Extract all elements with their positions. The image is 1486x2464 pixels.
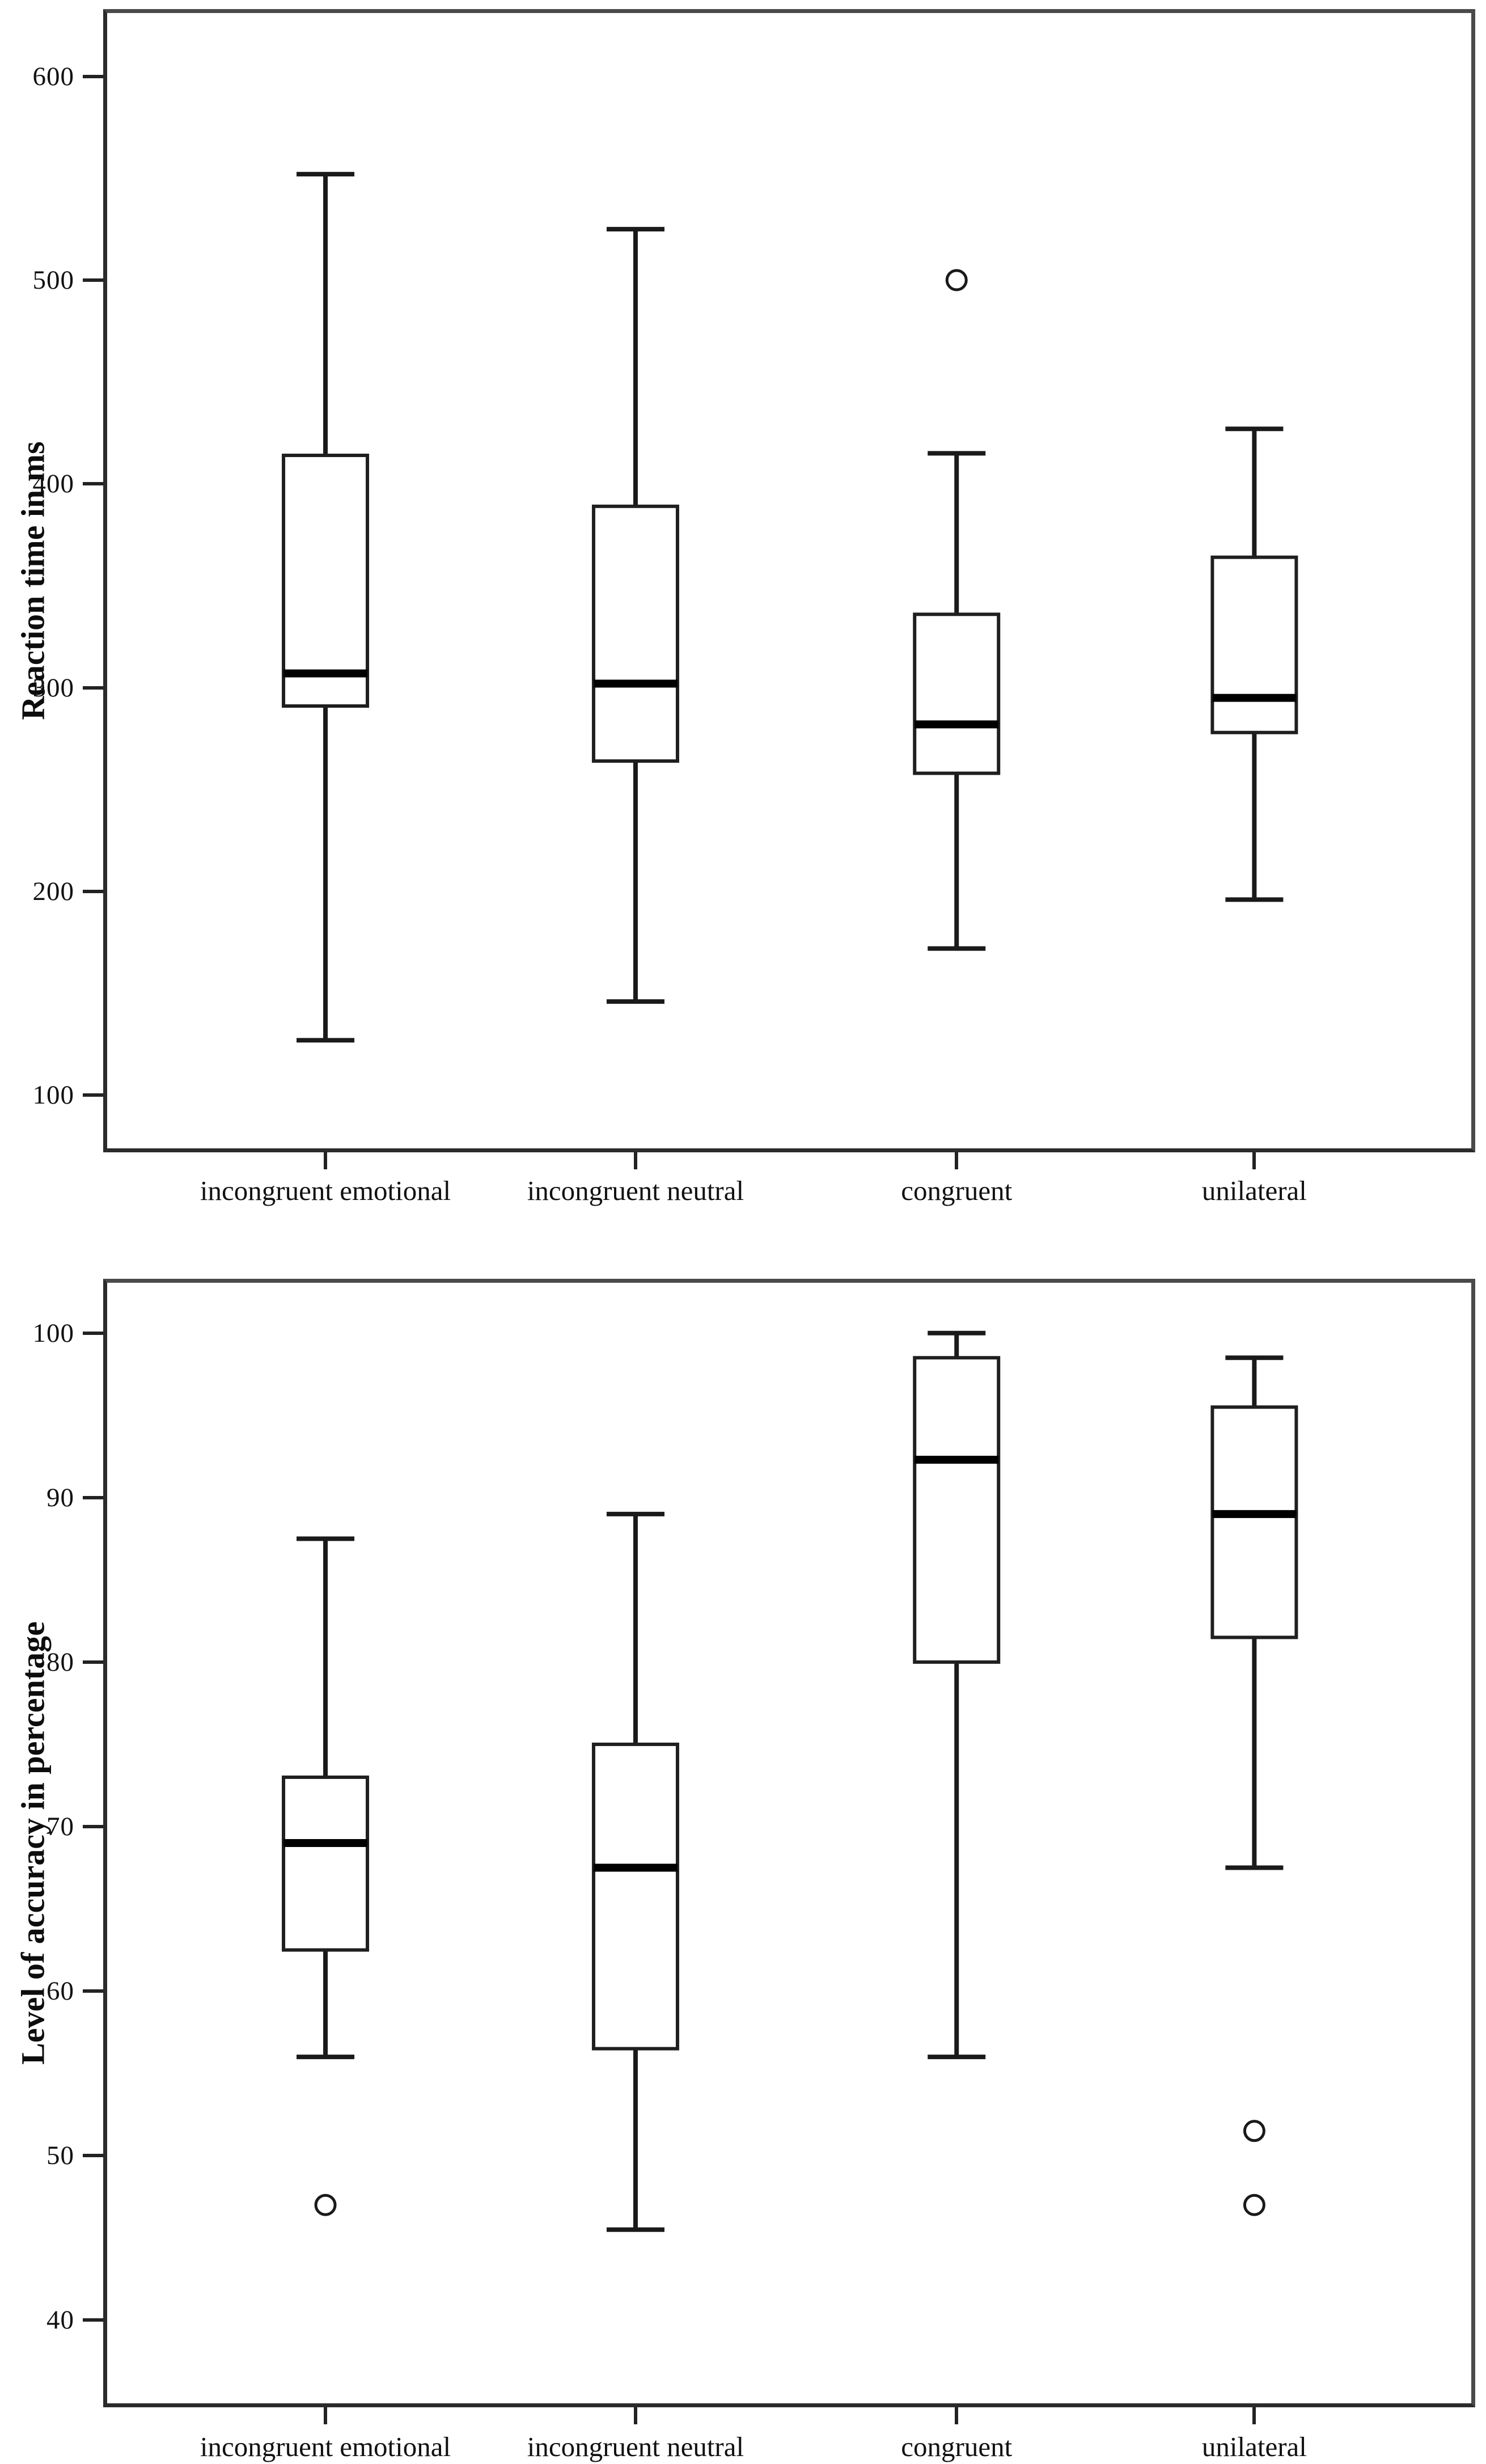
box-group-1 <box>282 1536 370 2216</box>
category-tick <box>324 2407 328 2424</box>
box-group-2 <box>591 227 679 1004</box>
box-group-2 <box>591 1511 679 2232</box>
category-tick <box>633 1152 637 1169</box>
y-axis-tick <box>83 1824 103 1828</box>
iqr-box <box>282 453 370 708</box>
reaction-time-plot-area <box>282 172 1298 1043</box>
box-group-4 <box>1210 426 1298 902</box>
y-axis-tick <box>83 74 103 78</box>
category-label: incongruent emotional <box>200 2431 451 2462</box>
y-axis-tick <box>83 2154 103 2158</box>
outlier-point <box>314 2193 337 2216</box>
y-tick-label: 600 <box>32 61 74 91</box>
category-tick <box>955 1152 959 1169</box>
y-tick-label: 40 <box>46 2305 74 2335</box>
iqr-box <box>913 612 1001 775</box>
y-tick-label: 100 <box>32 1318 74 1348</box>
y-tick-label: 90 <box>46 1482 74 1512</box>
y-tick-label: 70 <box>46 1811 74 1841</box>
y-axis-tick <box>83 278 103 282</box>
category-tick <box>324 1152 328 1169</box>
category-tick <box>955 2407 959 2424</box>
category-label: incongruent emotional <box>200 1175 451 1206</box>
y-tick-label: 200 <box>32 877 74 907</box>
y-axis-tick <box>83 1989 103 1993</box>
y-axis-tick <box>83 1093 103 1097</box>
iqr-box <box>1210 1405 1298 1639</box>
category-label: congruent <box>901 1175 1013 1206</box>
iqr-box <box>282 1775 370 1952</box>
category-label: unilateral <box>1201 1175 1307 1206</box>
y-axis-tick <box>83 1660 103 1664</box>
outlier-point <box>1243 2120 1265 2142</box>
box-group-4 <box>1210 1355 1298 2216</box>
y-tick-label: 100 <box>32 1080 74 1110</box>
iqr-box <box>591 1742 679 2051</box>
category-tick <box>633 2407 637 2424</box>
category-label: congruent <box>901 2431 1013 2462</box>
category-label: incongruent neutral <box>527 1175 744 1206</box>
iqr-box <box>591 504 679 763</box>
y-axis-tick <box>83 686 103 690</box>
iqr-box <box>1210 555 1298 734</box>
category-label: incongruent neutral <box>527 2431 744 2462</box>
y-axis-tick <box>83 1331 103 1335</box>
y-axis-tick <box>83 482 103 486</box>
y-axis-tick <box>83 2318 103 2322</box>
y-tick-label: 300 <box>32 673 74 703</box>
y-axis-tick <box>83 1495 103 1499</box>
box-group-3 <box>913 1330 1001 2060</box>
category-tick <box>1252 1152 1256 1169</box>
accuracy-plot-area <box>282 1330 1298 2232</box>
y-tick-label: 500 <box>32 265 74 295</box>
category-label: unilateral <box>1201 2431 1307 2462</box>
y-tick-label: 60 <box>46 1976 74 2006</box>
iqr-box <box>913 1356 1001 1664</box>
box-group-3 <box>913 269 1001 951</box>
box-group-1 <box>282 172 370 1043</box>
y-tick-label: 400 <box>32 469 74 499</box>
y-tick-label: 50 <box>46 2141 74 2171</box>
y-axis-tick <box>83 890 103 894</box>
y-tick-label: 80 <box>46 1647 74 1677</box>
outlier-point <box>1243 2193 1265 2216</box>
outlier-point <box>945 269 968 291</box>
category-tick <box>1252 2407 1256 2424</box>
